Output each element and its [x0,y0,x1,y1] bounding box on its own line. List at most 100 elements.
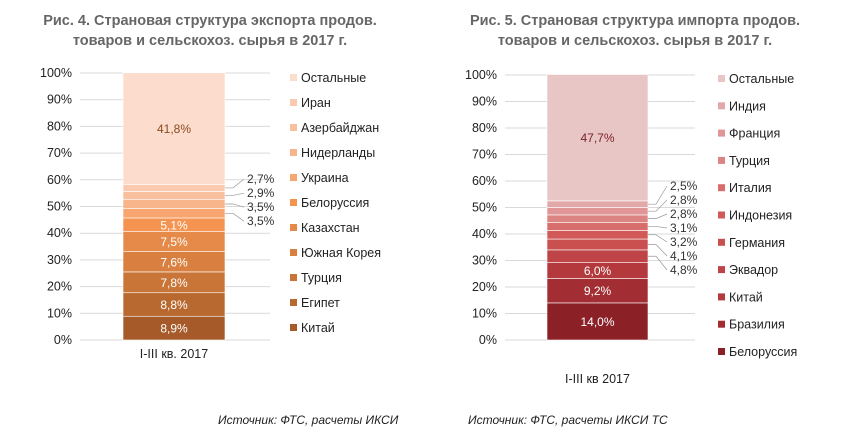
data-label: 14,0% [580,315,614,329]
leader-line [648,226,668,229]
legend-label: Украина [301,171,349,185]
data-label: 7,8% [160,276,188,290]
chart-title: товаров и сельскохоз. сырья в 2017 г. [498,33,772,49]
legend-label: Китай [729,290,763,304]
chart-title: Рис. 4. Страновая структура экспорта про… [43,13,377,29]
legend-swatch [718,293,725,301]
y-tick-label: 10% [472,307,497,321]
legend-swatch [290,324,297,331]
leader-line [225,203,245,208]
y-tick-label: 30% [47,253,72,267]
bar-segment [546,222,649,231]
data-label: 41,8% [157,122,191,136]
leader-line [648,199,668,212]
data-label: 3,1% [670,221,698,235]
data-label: 8,8% [160,298,188,312]
bar-segment [546,207,649,216]
legend-label: Турция [729,154,770,168]
y-tick-label: 40% [47,226,72,240]
y-tick-label: 70% [472,148,497,162]
data-label: 5,1% [160,218,188,232]
legend-label: Нидерланды [301,146,375,160]
legend-swatch [718,184,725,192]
legend-label: Белоруссия [301,196,369,210]
leader-line [648,244,668,257]
data-label: 2,8% [670,207,698,221]
legend-label: Эквадор [729,263,778,277]
y-tick-label: 90% [47,93,72,107]
legend-swatch [718,348,725,355]
y-tick-label: 40% [472,227,497,241]
y-tick-label: 30% [472,254,497,268]
data-label: 3,5% [247,200,275,214]
data-label: 6,0% [584,264,612,278]
data-label: 2,5% [670,179,698,193]
legend-label: Остальные [301,71,366,85]
legend-swatch [290,274,297,281]
y-tick-label: 80% [472,121,497,135]
y-tick-label: 100% [40,66,72,80]
chart-1: Рис. 4. Страновая структура экспорта про… [40,13,399,427]
leader-line [648,255,668,271]
y-tick-label: 90% [472,95,497,109]
legend-label: Казахстан [301,221,360,235]
y-tick-label: 0% [479,333,497,347]
chart-2: Рис. 5. Страновая структура импорта прод… [465,13,800,427]
legend-label: Индия [729,99,766,113]
data-label: 9,2% [584,284,612,298]
legend-swatch [718,238,725,246]
bar-segment [122,208,226,219]
y-tick-label: 70% [47,146,72,160]
data-label: 4,1% [670,249,698,263]
data-label: 4,8% [670,263,698,277]
legend-swatch [718,102,725,110]
legend-label: Белоруссия [729,345,797,359]
legend-label: Китай [301,321,335,335]
legend-swatch [718,75,725,82]
legend-swatch [718,129,725,137]
bar-segment [122,198,226,209]
legend-label: Иран [301,96,331,110]
legend-label: Южная Корея [301,246,381,260]
chart-title: Рис. 5. Страновая структура импорта прод… [470,13,800,29]
legend-swatch [290,149,297,156]
legend-label: Германия [729,236,785,250]
bar-segment [546,238,649,251]
data-label: 3,5% [247,214,275,228]
legend-swatch [718,156,725,164]
legend-swatch [290,199,297,206]
data-label: 7,5% [160,235,188,249]
y-tick-label: 0% [54,333,72,347]
legend-swatch [718,211,725,219]
legend-label: Бразилия [729,318,785,332]
bar-segment [122,72,226,185]
legend-swatch [290,224,297,231]
x-tick-label: I-III кв. 2017 [140,347,208,361]
data-label: 3,2% [670,235,698,249]
bar-segment [546,278,649,304]
x-tick-label: I-III кв 2017 [565,372,630,386]
legend-swatch [718,266,725,274]
bar-segment [546,74,649,202]
bar-segment [546,249,649,263]
data-label: 7,6% [160,255,188,269]
chart-title: товаров и сельскохоз. сырья в 2017 г. [73,33,347,49]
leader-line [648,185,668,205]
y-tick-label: 10% [47,306,72,320]
leader-line [225,178,245,189]
y-tick-label: 60% [472,174,497,188]
y-tick-label: 50% [472,201,497,215]
y-tick-label: 60% [47,173,72,187]
legend-swatch [718,320,725,328]
y-tick-label: 100% [465,68,497,82]
data-label: 2,7% [247,172,275,186]
legend-label: Италия [729,181,772,195]
y-tick-label: 80% [47,119,72,133]
legend-label: Франция [729,127,780,141]
leader-line [225,192,245,196]
y-tick-label: 20% [47,280,72,294]
legend-swatch [290,124,297,131]
y-tick-label: 50% [47,200,72,214]
legend-swatch [290,249,297,256]
